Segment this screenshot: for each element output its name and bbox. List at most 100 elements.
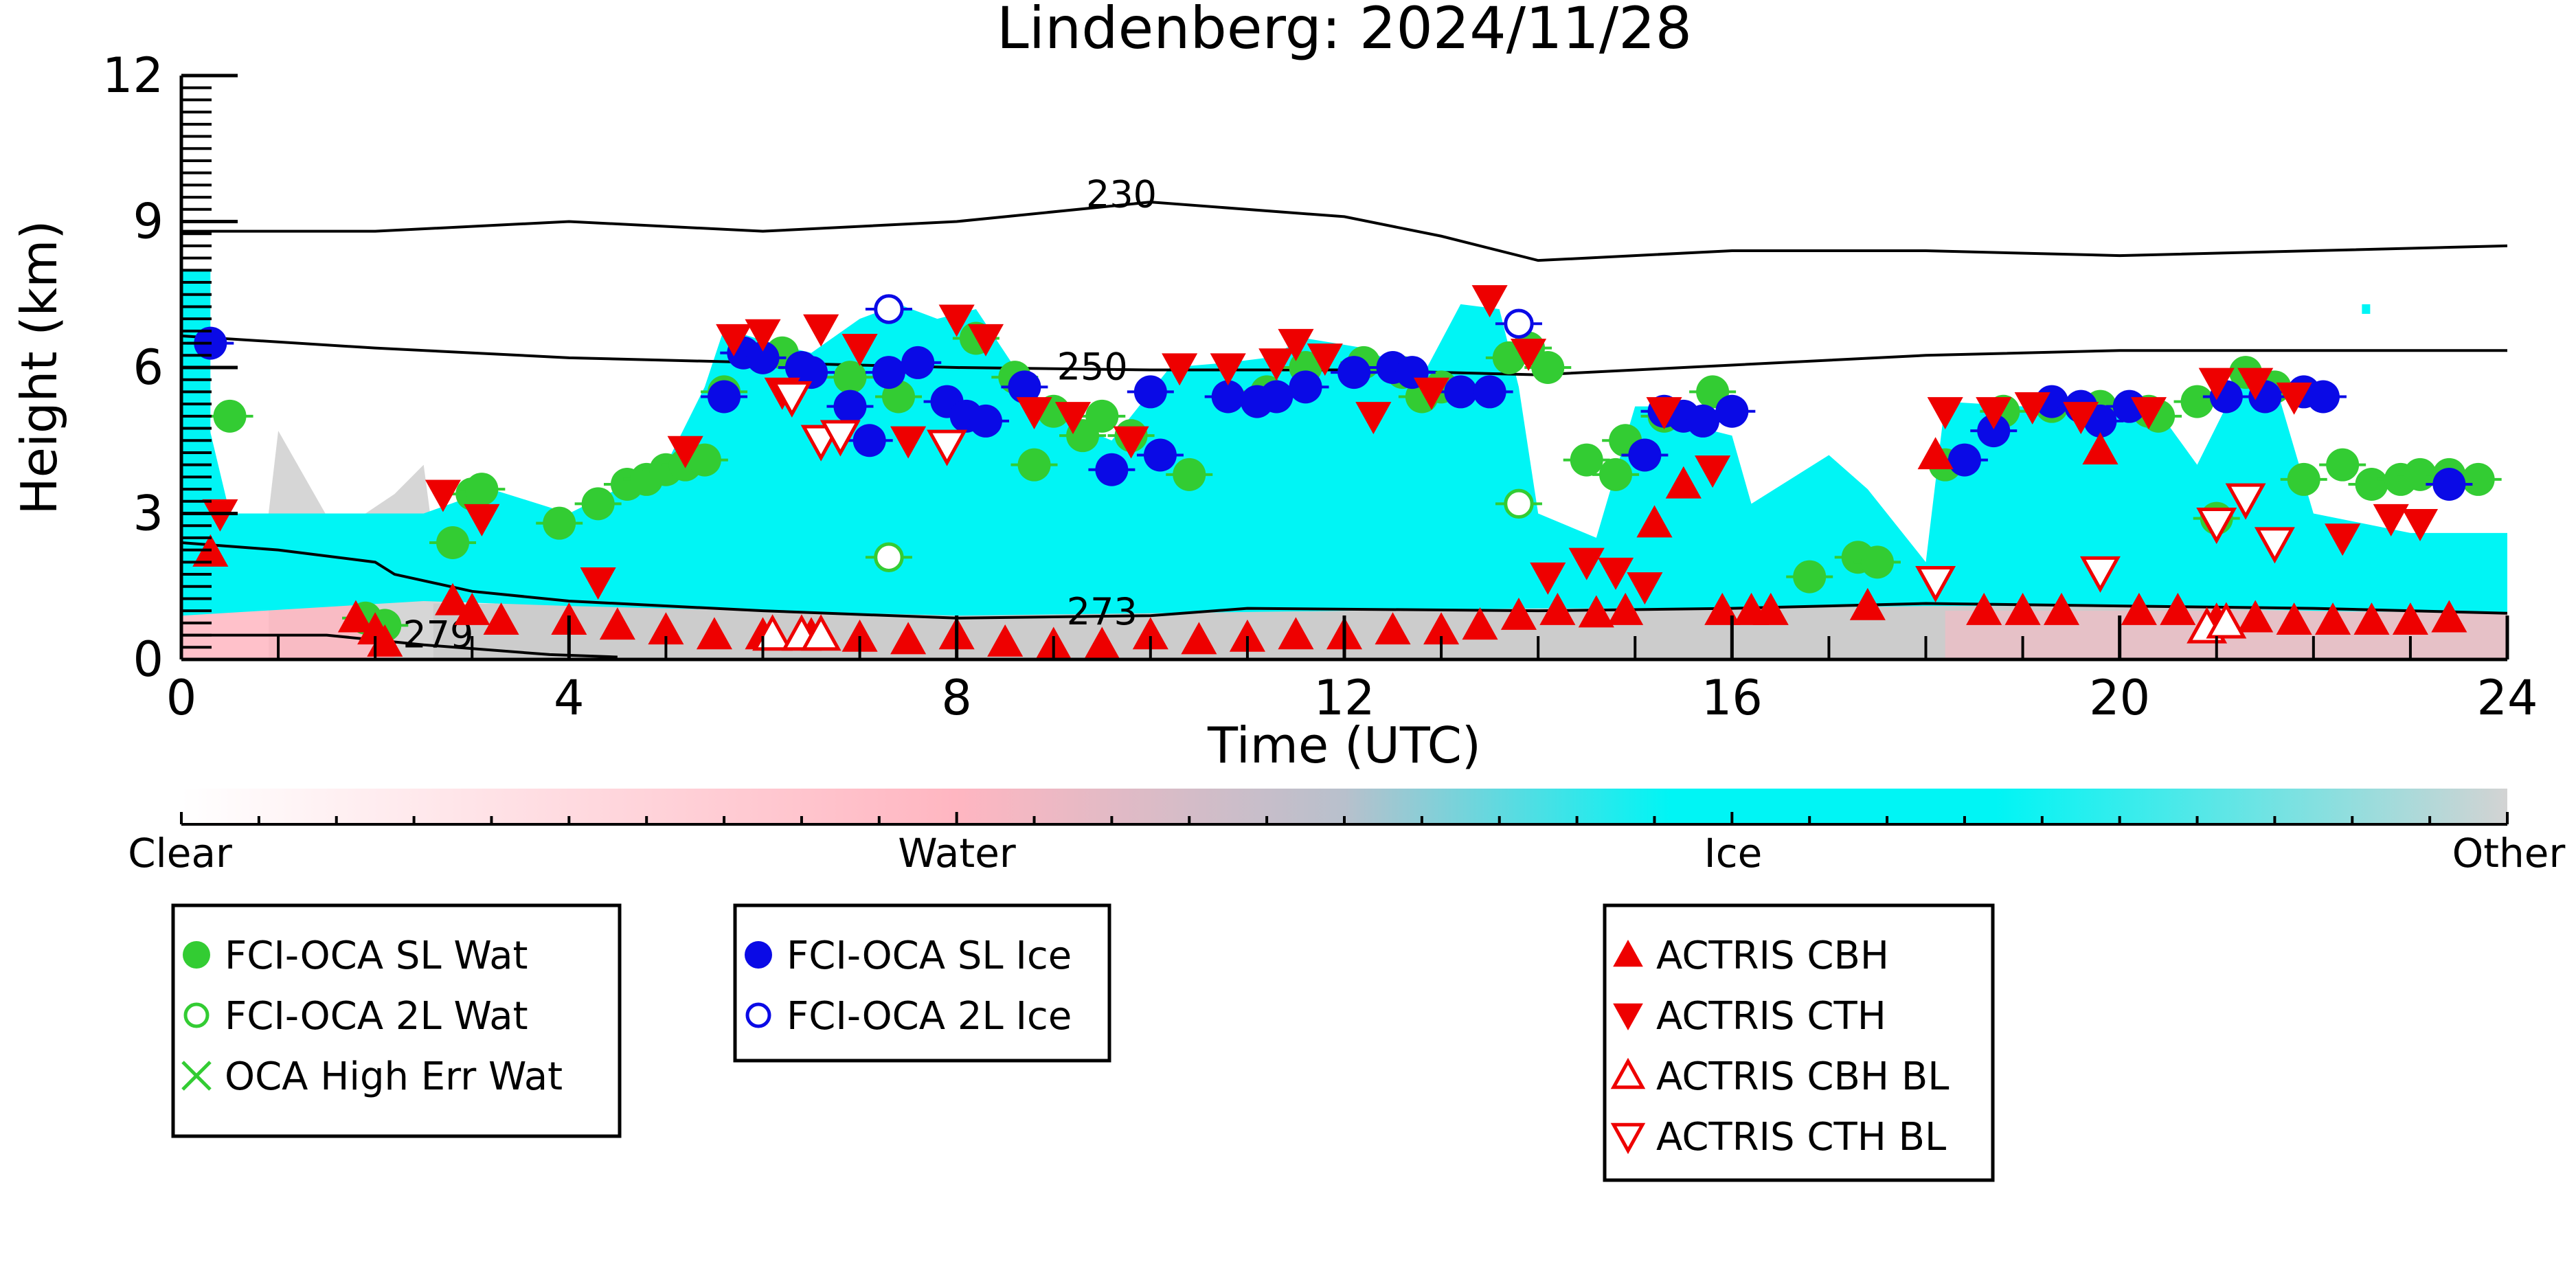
point-actris-cbh-bl bbox=[2206, 602, 2247, 639]
point-fci-oca-sl-ice bbox=[901, 346, 935, 379]
legend-marker-fci-oca-sl-wat bbox=[183, 941, 210, 969]
legend-label-actris-cth-bl: ACTRIS CTH BL bbox=[1656, 1115, 1946, 1160]
contour-label-273: 273 bbox=[1067, 590, 1138, 633]
x-tick-label: 16 bbox=[1702, 670, 1763, 726]
point-fci-oca-sl-wat bbox=[833, 361, 867, 394]
point-actris-cth-bl bbox=[2254, 527, 2295, 564]
point-actris-cth bbox=[2063, 402, 2099, 435]
legend-item-fci-oca-2l-wat: FCI-OCA 2L Wat bbox=[183, 994, 528, 1039]
y-tick-label: 3 bbox=[133, 486, 163, 542]
point-actris-cth bbox=[1695, 455, 1731, 488]
point-actris-cth bbox=[803, 314, 839, 347]
legend-item-fci-oca-sl-ice: FCI-OCA SL Ice bbox=[745, 934, 1072, 978]
point-actris-cth bbox=[1016, 397, 1052, 429]
legend-label-fci-oca-2l-wat: FCI-OCA 2L Wat bbox=[225, 994, 528, 1039]
point-fci-oca-sl-wat bbox=[213, 399, 247, 433]
point-actris-cbh bbox=[890, 622, 927, 655]
y-tick-label: 0 bbox=[133, 631, 163, 688]
cloud-classification-background bbox=[181, 270, 2507, 659]
point-fci-oca-sl-wat bbox=[2404, 457, 2437, 491]
classification-colorbar: Clear Water Ice Other bbox=[128, 789, 2565, 877]
point-fci-oca-sl-wat bbox=[581, 487, 615, 521]
point-actris-cbh bbox=[1375, 612, 1411, 645]
data-markers bbox=[187, 285, 2502, 659]
legend-label-oca-high-err-wat: OCA High Err Wat bbox=[225, 1054, 563, 1099]
point-fci-oca-sl-wat bbox=[1531, 351, 1565, 384]
point-actris-cth bbox=[1413, 377, 1450, 410]
legend-item-oca-high-err-wat: OCA High Err Wat bbox=[181, 1054, 563, 1099]
point-fci-oca-sl-ice bbox=[1133, 375, 1167, 409]
x-tick-label: 0 bbox=[166, 670, 197, 726]
point-actris-cbh-bl bbox=[800, 614, 841, 651]
legend-actris-frame bbox=[1603, 903, 1995, 1182]
point-actris-cth bbox=[841, 334, 878, 366]
point-actris-cth bbox=[464, 504, 500, 536]
point-fci-oca-sl-ice bbox=[1715, 394, 1749, 428]
contour-230 bbox=[181, 201, 2507, 262]
point-actris-cth bbox=[1278, 328, 1314, 361]
point-actris-cbh bbox=[2004, 592, 2041, 625]
point-fci-oca-sl-wat bbox=[2355, 468, 2388, 501]
point-actris-cth bbox=[2402, 509, 2439, 541]
point-fci-oca-2l-ice bbox=[874, 294, 904, 324]
chart-title: Lindenberg: 2024/11/28 bbox=[997, 0, 1692, 62]
point-actris-cbh bbox=[599, 607, 635, 640]
point-fci-oca-sl-ice bbox=[969, 404, 1002, 438]
point-actris-cth bbox=[1355, 402, 1392, 435]
legend-marker-actris-cbh bbox=[1613, 939, 1643, 967]
point-actris-cth bbox=[2014, 392, 2050, 425]
point-fci-oca-sl-wat bbox=[543, 506, 576, 540]
legend-ice: FCI-OCA SL Ice FCI-OCA 2L Ice bbox=[733, 903, 1111, 1063]
legend-label-actris-cth: ACTRIS CTH bbox=[1656, 994, 1886, 1039]
point-actris-cbh bbox=[1539, 592, 1576, 625]
colorbar-label-other: Other bbox=[2452, 830, 2566, 877]
point-fci-oca-sl-ice bbox=[1628, 438, 1662, 472]
point-fci-oca-sl-ice bbox=[1977, 414, 2011, 448]
legend-ice-frame bbox=[733, 903, 1111, 1063]
point-actris-cth bbox=[1113, 426, 1149, 459]
legend-label-fci-oca-sl-wat: FCI-OCA SL Wat bbox=[225, 934, 528, 978]
point-actris-cbh bbox=[2353, 602, 2390, 635]
point-fci-oca-sl-ice bbox=[1444, 375, 1478, 409]
point-fci-oca-sl-wat bbox=[465, 473, 499, 506]
point-actris-cbh bbox=[2121, 592, 2157, 625]
point-actris-cth bbox=[1307, 343, 1343, 376]
point-actris-cbh bbox=[1607, 592, 1644, 625]
legend-marker-fci-oca-2l-wat bbox=[183, 1002, 210, 1028]
y-tick-label: 6 bbox=[133, 339, 163, 396]
point-actris-cth bbox=[2130, 397, 2167, 429]
point-fci-oca-sl-wat bbox=[1599, 457, 1633, 491]
legend-marker-fci-oca-2l-ice bbox=[745, 1002, 771, 1028]
x-tick-label: 24 bbox=[2476, 670, 2538, 726]
point-actris-cth bbox=[580, 567, 616, 600]
point-actris-cth bbox=[1471, 285, 1508, 318]
legend-water: FCI-OCA SL Wat FCI-OCA 2L Wat OCA High Err… bbox=[171, 903, 622, 1138]
point-fci-oca-sl-wat bbox=[688, 443, 721, 477]
point-actris-cbh bbox=[483, 602, 519, 635]
point-fci-oca-2l-ice bbox=[1504, 308, 1534, 339]
point-actris-cth bbox=[745, 319, 781, 352]
point-actris-cth bbox=[2325, 523, 2361, 556]
point-actris-cth bbox=[716, 324, 752, 357]
point-actris-cbh bbox=[2431, 600, 2467, 633]
point-fci-oca-sl-wat bbox=[1793, 560, 1827, 594]
point-fci-oca-sl-ice bbox=[872, 356, 905, 389]
point-actris-cth-bl bbox=[820, 420, 861, 457]
colorbar-ticks bbox=[180, 812, 2509, 824]
point-fci-oca-2l-wat bbox=[1504, 488, 1534, 519]
point-actris-cbh bbox=[2392, 602, 2428, 635]
plot-axes: 0 3 6 9 12 0 4 8 12 16 20 24 bbox=[102, 47, 2538, 726]
point-actris-cth bbox=[1054, 402, 1092, 435]
point-fci-oca-sl-ice bbox=[1143, 438, 1177, 472]
point-actris-cbh bbox=[1665, 466, 1702, 499]
point-actris-cbh bbox=[337, 600, 374, 633]
point-actris-cbh bbox=[1966, 592, 2002, 625]
point-actris-cbh bbox=[1278, 617, 1314, 650]
point-fci-oca-sl-ice bbox=[1260, 380, 1293, 414]
point-actris-cbh bbox=[1917, 437, 1954, 470]
point-fci-oca-sl-wat bbox=[2461, 462, 2495, 496]
point-actris-cth bbox=[1258, 348, 1295, 381]
legend-marker-oca-high-err-wat bbox=[181, 1061, 212, 1091]
point-fci-oca-sl-ice bbox=[1686, 404, 1720, 438]
point-fci-oca-sl-ice bbox=[746, 341, 780, 374]
